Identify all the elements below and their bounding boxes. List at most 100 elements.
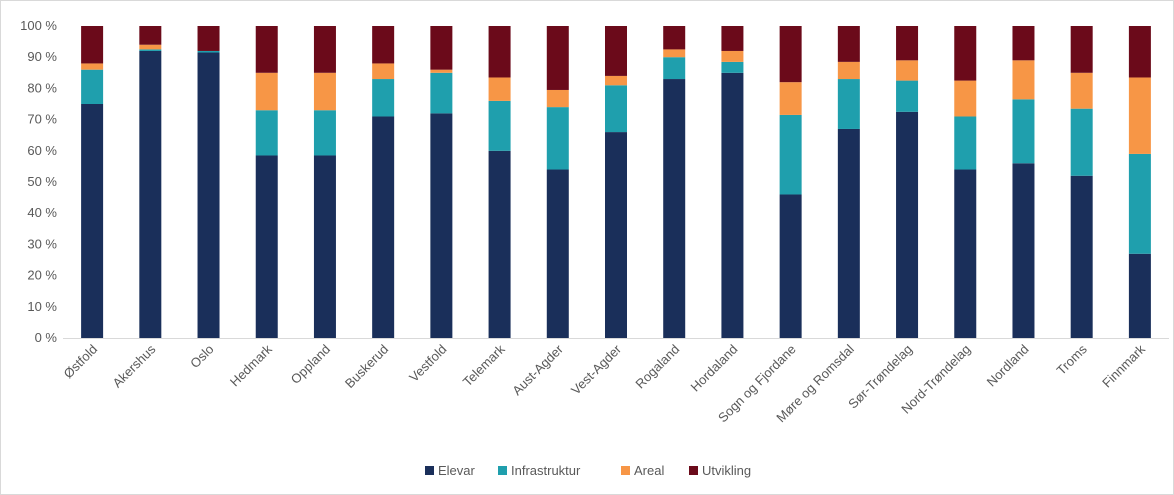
bar-segment-utvikling (488, 26, 511, 78)
bar-segment-infrastruktur (663, 57, 686, 80)
y-tick-label: 90 % (27, 49, 57, 64)
x-tick-label: Hordaland (688, 342, 741, 395)
bar-segment-areal (139, 44, 162, 50)
bar-segment-infrastruktur (1128, 153, 1151, 254)
bar-segment-utvikling (779, 26, 802, 83)
bar-segment-areal (721, 50, 744, 62)
x-tick-label: Vest-Agder (568, 341, 625, 398)
bar-segment-areal (1012, 60, 1035, 100)
bar-segment-infrastruktur (255, 110, 278, 156)
legend-swatch-infrastruktur (498, 466, 507, 475)
x-tick-label: Vestfold (406, 342, 449, 385)
bar-segment-areal (779, 82, 802, 115)
bar-segment-utvikling (81, 26, 104, 64)
bar-segment-elevar (372, 116, 395, 338)
bar-segment-areal (1070, 72, 1093, 109)
legend-swatch-areal (621, 466, 630, 475)
bar-segment-elevar (488, 150, 511, 338)
bar-segment-elevar (430, 113, 453, 338)
legend-label-infrastruktur: Infrastruktur (511, 463, 581, 478)
bar-segment-utvikling (605, 26, 627, 76)
x-tick-label: Nordland (984, 342, 1032, 390)
bars (81, 26, 1151, 339)
bar-segment-infrastruktur (313, 110, 336, 156)
bar-segment-areal (313, 72, 336, 111)
bar-segment-areal (663, 49, 686, 58)
bar-segment-utvikling (663, 26, 686, 50)
bar-segment-infrastruktur (896, 80, 919, 112)
bar-segment-elevar (1012, 163, 1035, 338)
x-tick-label: Buskerud (342, 342, 391, 391)
y-tick-label: 100 % (20, 18, 57, 33)
x-tick-label: Finnmark (1099, 341, 1148, 390)
bar-segment-elevar (721, 72, 744, 339)
bar-segment-utvikling (896, 26, 919, 61)
x-tick-label: Troms (1053, 341, 1090, 378)
x-tick-label: Østfold (60, 342, 100, 382)
bar-segment-elevar (896, 111, 919, 338)
x-tick-label: Aust-Agder (509, 341, 566, 398)
bar-segment-infrastruktur (779, 114, 802, 195)
x-tick-label: Rogaland (632, 342, 682, 392)
bar-segment-utvikling (430, 26, 453, 70)
bar-segment-areal (954, 80, 977, 117)
y-tick-label: 70 % (27, 112, 57, 127)
y-tick-label: 30 % (27, 236, 57, 251)
bar-segment-areal (546, 89, 569, 108)
x-tick-label: Telemark (460, 341, 508, 389)
x-tick-label: Oppland (288, 342, 333, 387)
bar-segment-areal (605, 75, 627, 86)
bar-segment-elevar (779, 194, 802, 338)
bar-segment-infrastruktur (721, 61, 744, 73)
bar-segment-utvikling (139, 26, 162, 45)
bar-segment-elevar (1128, 253, 1151, 338)
legend: Elevar Infrastruktur Areal Utvikling (425, 463, 751, 478)
bar-segment-infrastruktur (81, 69, 104, 104)
bar-segment-infrastruktur (605, 85, 627, 133)
bar-segment-utvikling (1070, 26, 1093, 73)
x-tick-label: Hedmark (227, 341, 275, 389)
bar-segment-infrastruktur (837, 79, 860, 129)
y-tick-label: 0 % (35, 330, 58, 345)
bar-segment-utvikling (1012, 26, 1035, 61)
bar-segment-utvikling (313, 26, 336, 73)
bar-segment-areal (372, 63, 395, 80)
legend-label-elevar: Elevar (438, 463, 476, 478)
bar-segment-infrastruktur (488, 100, 511, 151)
bar-segment-elevar (605, 132, 627, 338)
bar-segment-elevar (837, 128, 860, 338)
y-tick-label: 50 % (27, 174, 57, 189)
bar-segment-elevar (663, 79, 686, 338)
legend-swatch-utvikling (689, 466, 698, 475)
y-tick-label: 20 % (27, 268, 57, 283)
legend-label-utvikling: Utvikling (702, 463, 751, 478)
bar-segment-utvikling (721, 26, 744, 51)
bar-segment-elevar (197, 52, 220, 339)
bar-segment-infrastruktur (430, 72, 453, 114)
bar-segment-elevar (255, 155, 278, 338)
bar-segment-elevar (1070, 175, 1093, 338)
y-tick-label: 40 % (27, 205, 57, 220)
bar-segment-areal (1128, 77, 1151, 154)
bar-segment-elevar (954, 169, 977, 338)
bar-segment-areal (896, 60, 919, 81)
y-tick-label: 60 % (27, 143, 57, 158)
bar-segment-infrastruktur (546, 107, 569, 170)
bar-segment-elevar (139, 50, 162, 339)
y-tick-label: 10 % (27, 299, 57, 314)
y-axis: 0 % 10 % 20 % 30 % 40 % 50 % 60 % 70 % 80 % 90 % 1… (20, 18, 57, 345)
bar-segment-infrastruktur (197, 50, 220, 53)
bar-segment-areal (837, 61, 860, 80)
bar-segment-areal (255, 72, 278, 111)
legend-label-areal: Areal (634, 463, 664, 478)
bar-segment-infrastruktur (1070, 108, 1093, 176)
bar-segment-utvikling (546, 26, 569, 90)
bar-segment-utvikling (837, 26, 860, 62)
bar-segment-utvikling (372, 26, 395, 64)
bar-segment-elevar (546, 169, 569, 338)
x-axis-labels: Østfold Akershus Oslo Hedmark Oppland Buskeru… (60, 341, 1148, 425)
bar-segment-elevar (81, 104, 104, 338)
bar-segment-elevar (313, 155, 336, 338)
